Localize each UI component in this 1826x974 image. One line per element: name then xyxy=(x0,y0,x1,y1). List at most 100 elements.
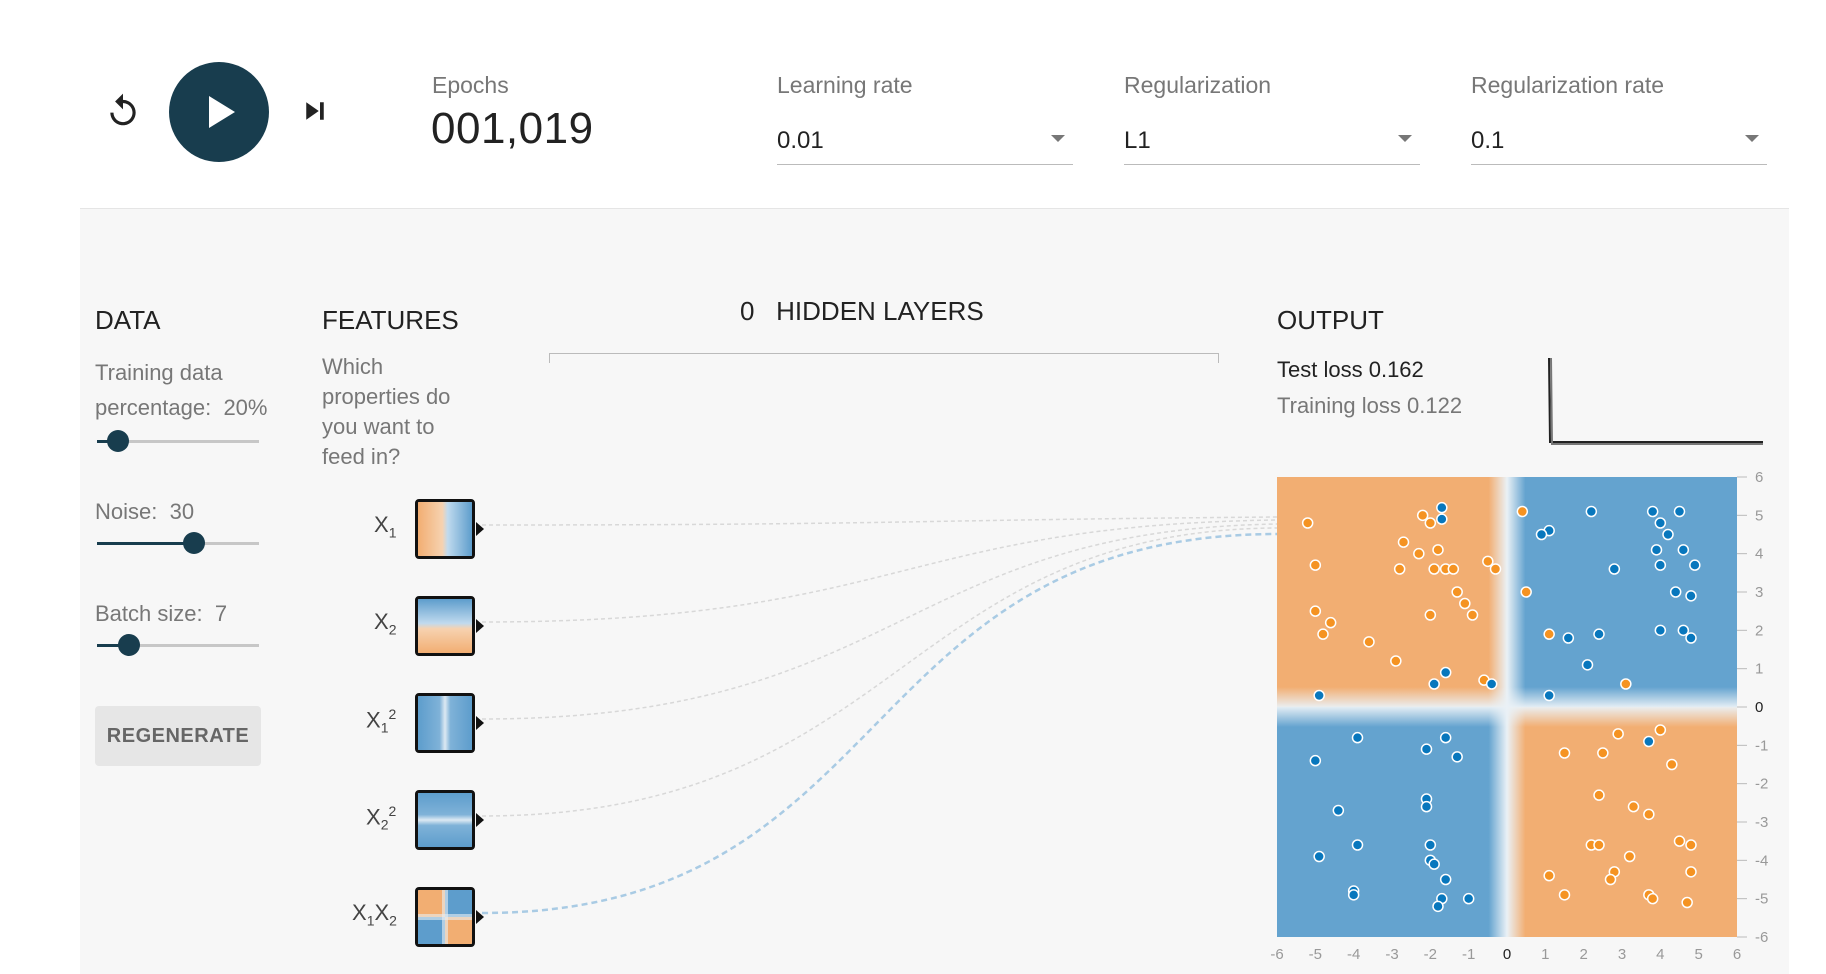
orange-data-point xyxy=(1317,628,1329,640)
learning-rate-label: Learning rate xyxy=(777,72,913,98)
orange-data-point xyxy=(1309,559,1322,571)
data-points xyxy=(1301,501,1701,913)
x-tick-label: -1 xyxy=(1462,946,1475,963)
feature-x2-squared-heatmap xyxy=(418,793,472,847)
x-tick-label: -6 xyxy=(1270,946,1283,963)
x-tick-label: -2 xyxy=(1424,946,1437,963)
orange-data-point xyxy=(1489,563,1502,575)
regularization-value: L1 xyxy=(1124,127,1151,154)
connection-x2[interactable] xyxy=(481,519,1278,623)
test-loss-label: Test loss xyxy=(1277,357,1363,382)
top-controls-bar: Epochs 001,019 Learning rate 0.01 Regula… xyxy=(0,0,1826,205)
regularization-select[interactable]: L1 xyxy=(1124,121,1420,165)
y-tick-label: -1 xyxy=(1755,737,1768,754)
blue-data-point xyxy=(1689,559,1701,571)
y-tick-label: 0 xyxy=(1755,699,1763,716)
blue-data-point xyxy=(1593,628,1605,640)
blue-data-point xyxy=(1669,586,1682,598)
y-axis-ticks: 6 5 4 3 2 1 0 -1 -2 -3 -4 -5 -6 xyxy=(1737,470,1768,946)
blue-data-point xyxy=(1654,559,1667,571)
output-decision-plot[interactable] xyxy=(1277,477,1737,937)
y-tick-label: -3 xyxy=(1755,814,1768,831)
features-desc-line: properties do xyxy=(322,384,451,409)
test-loss-value: 0.162 xyxy=(1368,357,1424,382)
orange-data-point xyxy=(1397,536,1410,548)
feature-tile-x1x2[interactable] xyxy=(415,887,475,947)
learning-rate-select[interactable]: 0.01 xyxy=(777,121,1073,165)
orange-data-point xyxy=(1413,547,1425,560)
feature-label-x1x2: X1X2 xyxy=(352,900,397,928)
hidden-layers-header: 0 HIDDEN LAYERS xyxy=(740,296,984,327)
blue-data-point xyxy=(1585,505,1598,518)
x-tick-label: -4 xyxy=(1347,946,1360,963)
blue-data-point xyxy=(1485,678,1498,690)
regularization-rate-label: Regularization rate xyxy=(1471,72,1665,98)
noise-slider[interactable] xyxy=(97,532,259,554)
feature-x2-heatmap xyxy=(418,599,472,653)
feature-x1-squared-heatmap xyxy=(418,696,472,750)
slider-thumb[interactable] xyxy=(118,634,141,656)
orange-data-point xyxy=(1681,896,1693,909)
feature-x1x2-heatmap xyxy=(418,890,472,944)
connection-x2-squared[interactable] xyxy=(481,527,1278,817)
orange-data-point xyxy=(1432,544,1444,556)
blue-data-point xyxy=(1313,850,1325,863)
hidden-layers-label: HIDDEN LAYERS xyxy=(776,296,984,326)
orange-data-point xyxy=(1654,724,1667,736)
feature-sup: 2 xyxy=(388,706,397,722)
orange-data-point xyxy=(1593,839,1605,851)
connection-x1x2[interactable] xyxy=(481,532,1278,915)
feature-tile-x2-squared[interactable] xyxy=(415,790,475,850)
orange-data-point xyxy=(1558,747,1571,759)
connection-x1[interactable] xyxy=(481,516,1278,526)
play-icon xyxy=(209,96,235,128)
orange-data-point xyxy=(1516,505,1529,518)
reset-button[interactable] xyxy=(104,92,142,130)
feature-tile-x2[interactable] xyxy=(415,596,475,656)
orange-data-point xyxy=(1543,869,1555,882)
chevron-down-icon xyxy=(1398,135,1412,142)
orange-data-point xyxy=(1520,586,1532,598)
batch-size-slider[interactable] xyxy=(97,634,259,656)
orange-data-point xyxy=(1620,678,1632,690)
feature-label-x1-squared: X12 xyxy=(366,706,396,736)
orange-data-point xyxy=(1451,586,1463,598)
slider-thumb[interactable] xyxy=(183,532,206,554)
feature-sup: 2 xyxy=(388,803,397,819)
test-loss: Test loss 0.162 xyxy=(1277,357,1424,383)
blue-data-point xyxy=(1309,754,1322,767)
orange-data-point xyxy=(1424,609,1437,621)
slider-fill xyxy=(97,644,130,647)
play-button[interactable] xyxy=(169,62,269,162)
training-pct-label: Training data percentage: 20% xyxy=(95,355,267,425)
regularization-rate-select[interactable]: 0.1 xyxy=(1471,121,1767,165)
orange-data-point xyxy=(1623,850,1636,863)
feature-sub: 1 xyxy=(380,719,389,736)
blue-data-point xyxy=(1677,544,1690,556)
blue-data-point xyxy=(1673,505,1686,518)
features-desc-line: you want to xyxy=(322,414,435,439)
training-pct-slider[interactable] xyxy=(97,430,259,452)
feature-base: X xyxy=(366,707,381,733)
feature-base: X xyxy=(366,804,381,830)
y-tick-label: -6 xyxy=(1755,929,1768,946)
feature-tile-x1[interactable] xyxy=(415,499,475,559)
loss-chart xyxy=(1548,357,1763,445)
feature-arrow xyxy=(476,522,484,536)
y-tick-label: 5 xyxy=(1755,507,1763,524)
step-forward-button[interactable] xyxy=(300,96,330,126)
orange-data-point xyxy=(1627,800,1640,813)
slider-thumb[interactable] xyxy=(107,430,130,452)
y-tick-label: 1 xyxy=(1755,661,1763,678)
feature-tile-x1-squared[interactable] xyxy=(415,693,475,753)
feature-sub: 1 xyxy=(366,912,375,929)
connection-x1-squared[interactable] xyxy=(481,523,1278,720)
regenerate-button[interactable]: REGENERATE xyxy=(95,706,261,766)
blue-data-point xyxy=(1347,889,1360,901)
blue-data-point xyxy=(1439,666,1452,679)
blue-data-point xyxy=(1332,804,1345,817)
orange-data-point xyxy=(1466,609,1479,621)
y-tick-label: 2 xyxy=(1755,622,1763,639)
epochs-value: 001,019 xyxy=(431,104,594,153)
feature-base: X xyxy=(374,900,390,925)
